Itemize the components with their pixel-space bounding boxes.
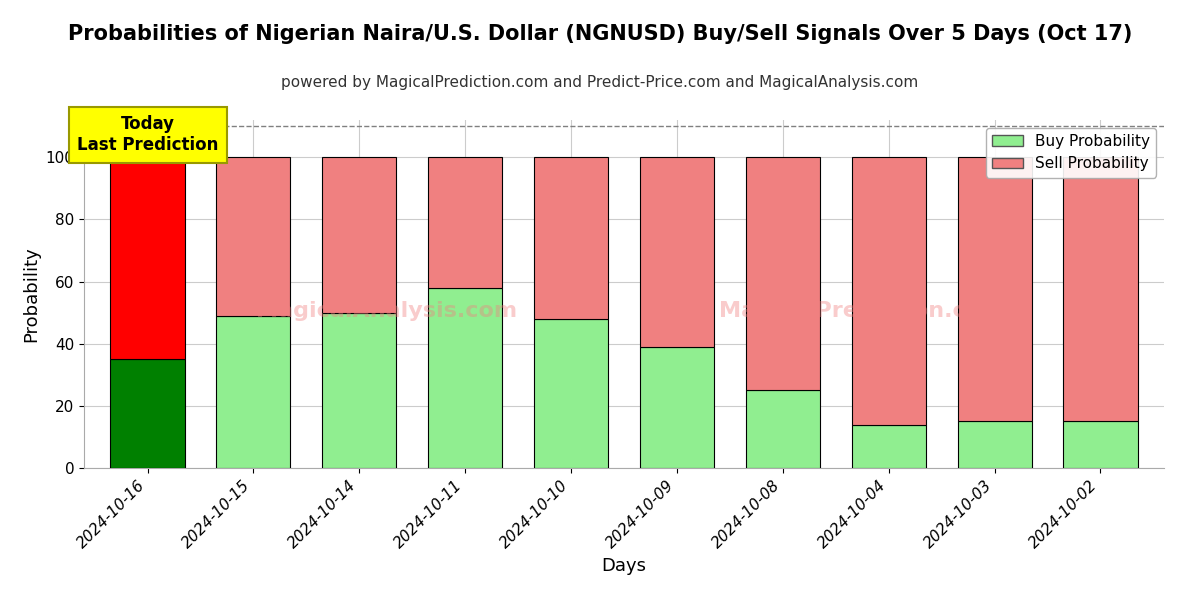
X-axis label: Days: Days xyxy=(601,557,647,575)
Bar xyxy=(428,157,503,288)
Bar xyxy=(640,347,714,468)
Bar xyxy=(534,319,608,468)
Bar xyxy=(1063,157,1138,421)
Bar xyxy=(958,421,1032,468)
Text: MagicalPrediction.com: MagicalPrediction.com xyxy=(719,301,1004,322)
Bar xyxy=(216,316,290,468)
Bar xyxy=(216,157,290,316)
Text: Probabilities of Nigerian Naira/U.S. Dollar (NGNUSD) Buy/Sell Signals Over 5 Day: Probabilities of Nigerian Naira/U.S. Dol… xyxy=(68,24,1132,44)
Bar xyxy=(1063,421,1138,468)
Bar xyxy=(745,391,820,468)
Text: powered by MagicalPrediction.com and Predict-Price.com and MagicalAnalysis.com: powered by MagicalPrediction.com and Pre… xyxy=(281,75,919,90)
Bar xyxy=(428,288,503,468)
Bar xyxy=(745,157,820,391)
Bar xyxy=(534,157,608,319)
Text: MagicalAnalysis.com: MagicalAnalysis.com xyxy=(256,301,517,322)
Bar xyxy=(640,157,714,347)
Bar xyxy=(323,157,396,313)
Bar xyxy=(110,157,185,359)
Bar xyxy=(110,359,185,468)
Bar xyxy=(852,157,925,425)
Bar xyxy=(852,425,925,468)
Y-axis label: Probability: Probability xyxy=(22,246,40,342)
Text: Today
Last Prediction: Today Last Prediction xyxy=(77,115,218,154)
Bar xyxy=(323,313,396,468)
Legend: Buy Probability, Sell Probability: Buy Probability, Sell Probability xyxy=(986,128,1157,178)
Bar xyxy=(958,157,1032,421)
